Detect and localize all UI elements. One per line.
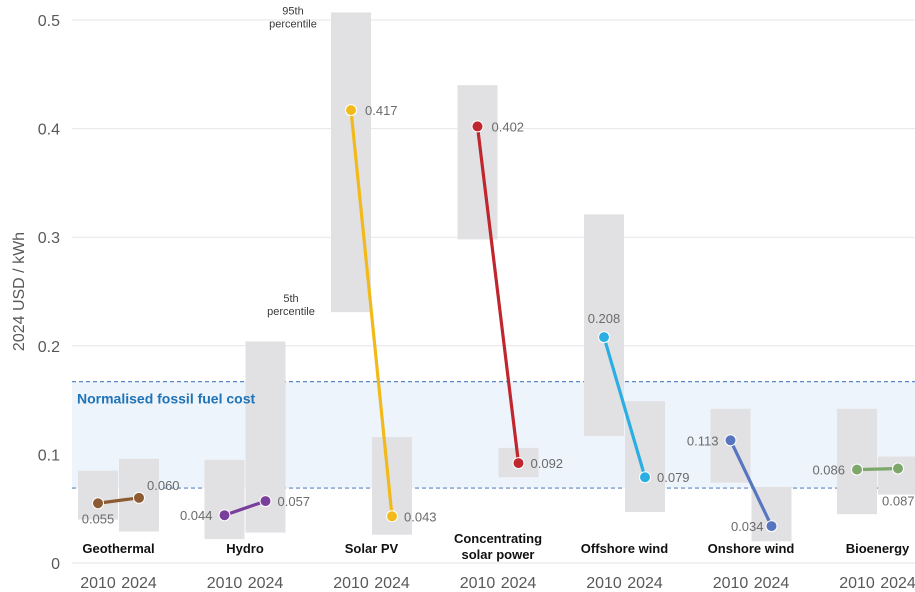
year-tick-label: 2010 — [460, 575, 496, 592]
data-label: 0.055 — [82, 511, 115, 526]
data-label: 0.034 — [731, 519, 764, 534]
data-point — [386, 510, 398, 523]
category-label: Onshore wind — [708, 541, 795, 556]
series-line — [222, 499, 268, 517]
y-tick-label: 0.2 — [38, 339, 60, 356]
year-tick-label: 2010 — [713, 575, 749, 592]
category-label: Solar PV — [345, 541, 399, 556]
chart-text: 0 0.1 0.2 0.3 0.4 0.5 2024 USD / kWh Normalised… — [11, 5, 915, 592]
year-tick-label: 2024 — [248, 575, 284, 592]
year-tick-label: 2024 — [880, 575, 915, 592]
data-point — [259, 495, 272, 508]
percentile-range-bar — [457, 85, 498, 240]
data-label: 0.417 — [365, 103, 398, 118]
y-tick-label: 0.5 — [38, 13, 60, 30]
data-point — [892, 462, 904, 475]
series-line — [602, 335, 647, 479]
year-tick-label: 2010 — [80, 575, 116, 592]
percentile-range-bar — [331, 12, 371, 313]
year-tick-label: 2024 — [374, 575, 410, 592]
year-tick-label: 2024 — [501, 575, 537, 592]
data-label: 0.079 — [657, 470, 690, 485]
category-label: Concentrating — [454, 531, 542, 546]
data-label: 0.087 — [882, 494, 915, 509]
data-point — [512, 457, 525, 470]
year-tick-label: 2010 — [333, 575, 369, 592]
percentile-5-label: percentile — [267, 306, 315, 318]
series-line — [855, 466, 900, 472]
data-label: 0.057 — [278, 494, 311, 509]
data-point — [639, 471, 651, 484]
series-line — [728, 438, 774, 528]
year-tick-label: 2010 — [586, 575, 622, 592]
percentile-range-bar — [625, 401, 665, 512]
percentile-range-bar — [837, 408, 877, 515]
y-tick-label: 0.3 — [38, 230, 60, 247]
percentile-range-bar — [878, 456, 915, 495]
band-label: Normalised fossil fuel cost — [77, 391, 255, 407]
year-tick-label: 2010 — [207, 575, 243, 592]
y-axis-label: 2024 USD / kWh — [11, 232, 28, 351]
data-point — [133, 491, 145, 504]
percentile-range-bar — [78, 470, 118, 520]
year-tick-label: 2024 — [121, 575, 157, 592]
data-label: 0.092 — [531, 456, 564, 471]
percentile-5-label: 5th — [283, 293, 298, 305]
percentile-range-bar — [584, 214, 624, 436]
category-label: Bioenergy — [846, 541, 910, 556]
data-point — [765, 520, 778, 533]
data-label: 0.402 — [492, 119, 525, 134]
y-tick-label: 0.4 — [38, 122, 60, 139]
series-points — [92, 104, 904, 533]
data-label: 0.044 — [180, 508, 213, 523]
year-tick-label: 2010 — [839, 575, 875, 592]
data-point — [218, 509, 231, 522]
data-point — [724, 434, 737, 447]
y-tick-label: 0.1 — [38, 447, 60, 464]
data-label: 0.113 — [687, 433, 719, 448]
year-tick-label: 2024 — [754, 575, 790, 592]
category-label: Offshore wind — [581, 541, 668, 556]
percentile-95-label: 95th — [282, 5, 303, 17]
data-point — [345, 104, 357, 117]
series-line — [349, 108, 394, 518]
data-label: 0.086 — [812, 463, 845, 478]
year-tick-label: 2024 — [627, 575, 663, 592]
category-label: Hydro — [226, 541, 264, 556]
category-label: Geothermal — [82, 541, 154, 556]
category-label: solar power — [462, 547, 535, 562]
data-point — [92, 497, 104, 510]
data-point — [471, 120, 484, 133]
data-label: 0.208 — [588, 311, 621, 326]
data-point — [851, 463, 863, 476]
data-label: 0.043 — [404, 509, 437, 524]
series-line — [475, 124, 521, 465]
data-point — [598, 331, 610, 344]
data-label: 0.060 — [147, 478, 180, 493]
y-tick-label: 0 — [51, 556, 60, 573]
series-lines — [96, 108, 900, 528]
series-line — [96, 496, 141, 505]
percentile-95-label: percentile — [269, 18, 317, 30]
percentile-range-bar — [204, 459, 245, 540]
